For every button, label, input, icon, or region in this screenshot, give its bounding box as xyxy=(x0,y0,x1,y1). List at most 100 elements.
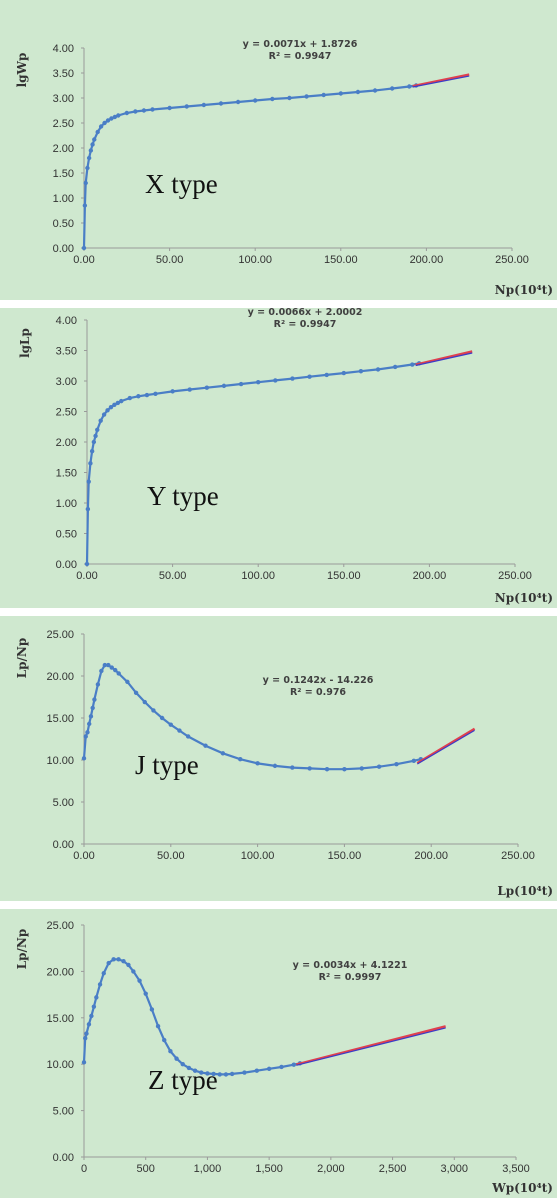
data-point xyxy=(85,165,90,171)
data-point xyxy=(372,88,378,93)
chart-svg-z-type: 0 500 1,000 1,500 2,000 2,500 3,000 3,500 0.00 5.… xyxy=(15,920,553,1195)
data-point xyxy=(272,763,278,769)
data-point xyxy=(394,762,399,767)
data-point xyxy=(137,978,142,983)
y-tick-label: 15.00 xyxy=(46,713,74,725)
data-point xyxy=(201,102,207,108)
x-tick-label: 2,500 xyxy=(379,1163,407,1175)
data-point xyxy=(242,1070,247,1075)
data-point xyxy=(307,766,312,771)
trendline-r-squared: R² = 0.9947 xyxy=(269,51,332,62)
x-tick-label: 150.00 xyxy=(327,570,361,582)
data-point xyxy=(287,95,292,101)
data-point xyxy=(220,751,226,756)
y-tick-label: 3.50 xyxy=(56,346,77,358)
y-tick-label: 0.00 xyxy=(56,559,77,571)
y-axis-title: lgLp xyxy=(18,328,32,358)
data-point xyxy=(85,730,90,735)
data-point xyxy=(106,960,111,966)
y-axis-title: Lp/Np xyxy=(15,638,29,679)
y-tick-label: 3.00 xyxy=(56,376,77,388)
y-tick-label: 10.00 xyxy=(46,755,74,767)
data-point xyxy=(162,1037,167,1043)
y-tick-label: 1.50 xyxy=(53,168,74,180)
data-point xyxy=(94,995,99,1000)
data-point xyxy=(133,690,139,695)
data-point xyxy=(291,1062,297,1067)
y-tick-label: 1.00 xyxy=(53,193,74,205)
data-point xyxy=(105,408,110,413)
data-point xyxy=(102,120,107,126)
data-point xyxy=(141,108,147,113)
trendline-fit-overlay xyxy=(412,75,470,88)
data-point xyxy=(98,124,104,129)
trendline xyxy=(416,727,476,765)
panel-type-label: J type xyxy=(135,750,199,780)
x-axis-title: Lp(10⁴t) xyxy=(497,884,553,898)
data-point xyxy=(324,767,330,772)
data-point xyxy=(84,561,90,567)
y-tick-label: 0.00 xyxy=(53,839,74,851)
data-point xyxy=(407,84,412,89)
data-point xyxy=(254,1068,259,1073)
chart-panel-x-type: 0.00 50.00 100.00 150.00 200.00 250.00 0.00 0.5… xyxy=(0,0,557,300)
x-tick-label: 0.00 xyxy=(73,254,94,266)
data-point xyxy=(290,765,295,770)
series-line xyxy=(85,362,420,565)
data-point xyxy=(95,427,100,432)
chart-panel-z-type: 0 500 1,000 1,500 2,000 2,500 3,000 3,500 0.00 5.… xyxy=(0,909,557,1198)
data-point xyxy=(341,370,346,376)
data-point xyxy=(92,697,97,702)
x-tick-label: 100.00 xyxy=(241,850,275,862)
x-tick-label: 0.00 xyxy=(76,570,97,582)
data-point xyxy=(223,1072,229,1077)
y-tick-label: 3.50 xyxy=(53,68,74,80)
x-tick-label: 1,000 xyxy=(194,1163,222,1175)
data-point xyxy=(184,104,189,109)
data-point xyxy=(235,99,241,105)
y-tick-label: 10.00 xyxy=(46,1059,74,1071)
trendline xyxy=(295,1025,446,1066)
data-point xyxy=(83,180,88,186)
data-point xyxy=(84,1031,89,1036)
data-point xyxy=(98,418,103,423)
data-point xyxy=(355,89,361,95)
data-point xyxy=(205,1071,210,1076)
x-tick-label: 50.00 xyxy=(156,254,184,266)
data-point xyxy=(108,405,114,410)
y-tick-label: 2.50 xyxy=(56,407,77,419)
data-point xyxy=(358,369,364,374)
x-tick-label: 250.00 xyxy=(498,570,532,582)
data-point xyxy=(81,245,87,251)
data-point xyxy=(307,374,312,379)
data-point xyxy=(168,1049,173,1054)
data-point xyxy=(149,1007,155,1012)
data-point xyxy=(238,381,244,387)
data-point xyxy=(279,1064,284,1070)
data-point xyxy=(375,367,381,372)
data-point xyxy=(111,957,116,962)
data-point xyxy=(359,766,364,771)
data-point xyxy=(144,392,150,398)
data-point xyxy=(91,439,97,445)
data-point xyxy=(133,109,138,114)
data-point xyxy=(266,1066,272,1072)
data-point xyxy=(92,137,97,142)
data-point xyxy=(116,671,121,676)
data-point xyxy=(155,1023,161,1029)
data-point xyxy=(221,383,227,389)
trendline xyxy=(415,350,473,366)
data-point xyxy=(88,148,94,153)
series-line xyxy=(82,84,417,249)
y-axis-title: Lp/Np xyxy=(15,929,29,970)
data-point xyxy=(116,113,121,118)
data-point xyxy=(112,402,117,407)
x-tick-label: 100.00 xyxy=(241,570,275,582)
trendline-equation: y = 0.0066x + 2.0002 xyxy=(248,308,363,318)
data-point xyxy=(89,448,95,454)
data-point xyxy=(204,385,210,390)
y-tick-label: 2.00 xyxy=(53,143,74,155)
data-point xyxy=(192,1068,198,1073)
data-point xyxy=(389,86,395,91)
trendline-equation: y = 0.0034x + 4.1221 xyxy=(293,960,408,971)
